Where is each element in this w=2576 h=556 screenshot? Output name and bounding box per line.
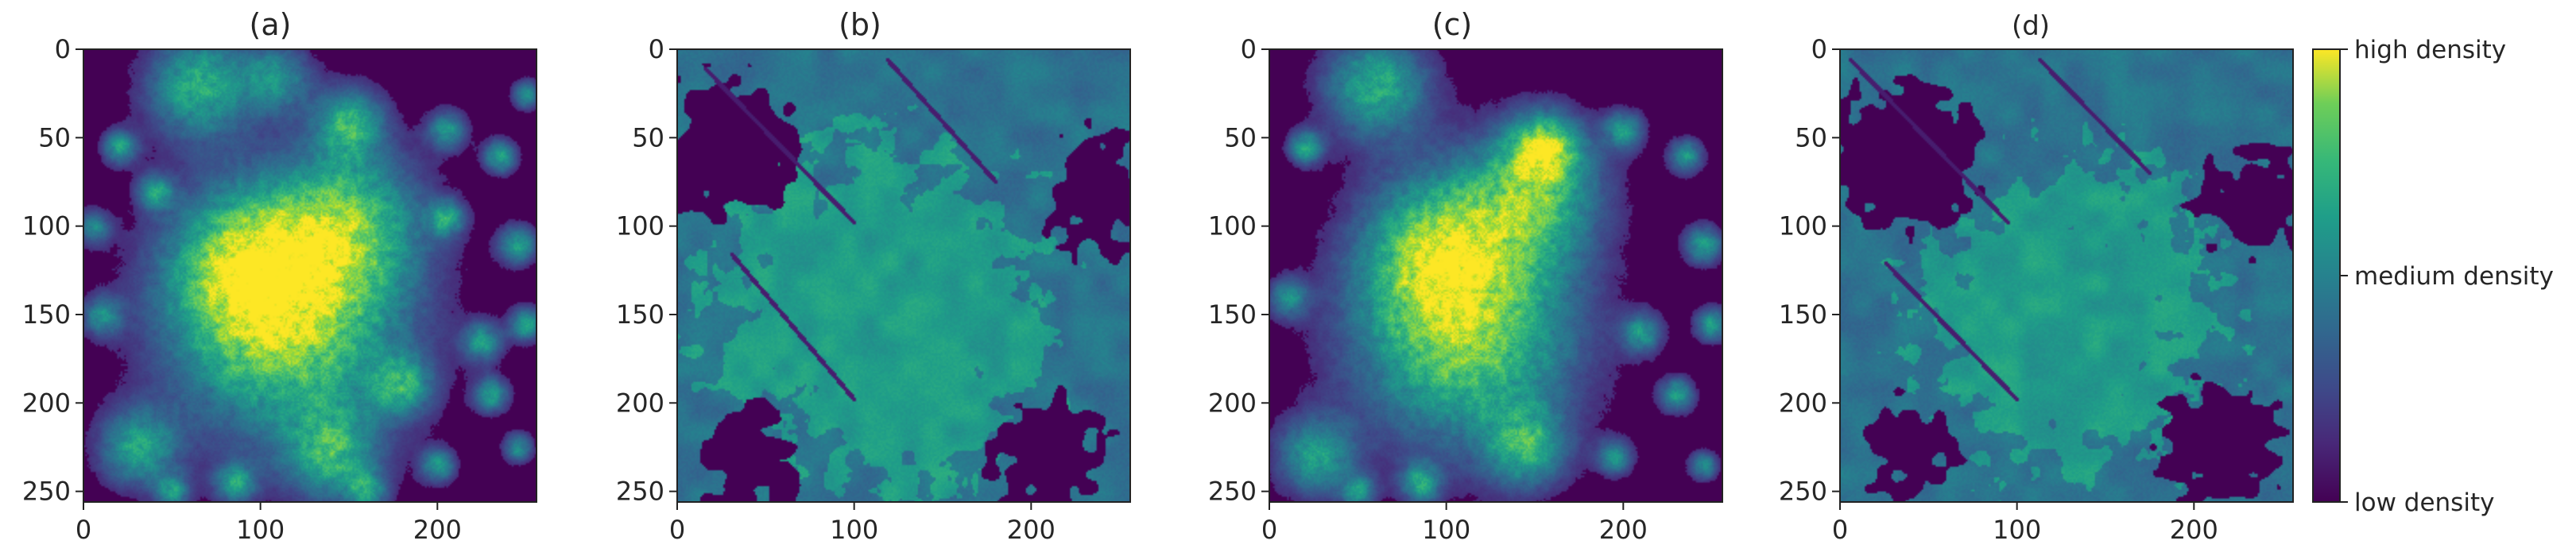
panel-c-title: (c) — [1432, 7, 1473, 42]
y-tick-label: 0 — [55, 34, 71, 64]
panel-c-xticks: 0 100 200 — [1261, 502, 1648, 545]
panel-d-title: (d) — [2012, 10, 2050, 42]
colorbar: high density medium density low density — [2312, 36, 2554, 517]
y-tick-label: 200 — [1779, 388, 1827, 418]
panel-d-xticks: 0 100 200 — [1832, 502, 2218, 545]
panel-c-heatmap — [1269, 49, 1722, 502]
x-tick-label: 200 — [1599, 515, 1648, 545]
colorbar-tick-label: high density — [2354, 36, 2506, 64]
y-tick-label: 100 — [22, 211, 71, 241]
panel-b: (b) 0 100 200 0 50 100 150 200 250 — [616, 7, 1131, 545]
y-tick-label: 50 — [632, 122, 664, 153]
colorbar-tick-label: medium density — [2354, 262, 2554, 291]
x-tick-label: 0 — [1832, 515, 1848, 545]
panel-d-frame — [1839, 48, 2294, 503]
panel-a-title: (a) — [250, 7, 292, 42]
y-tick-label: 150 — [1208, 299, 1257, 330]
x-tick-label: 100 — [830, 515, 878, 545]
panel-c: (c) 0 100 200 0 50 100 150 200 250 — [1208, 7, 1723, 545]
x-tick-label: 200 — [2170, 515, 2218, 545]
panel-a-yticks: 0 50 100 150 200 250 — [22, 34, 83, 507]
x-tick-label: 100 — [1993, 515, 2041, 545]
y-tick-label: 200 — [616, 388, 664, 418]
panel-a-frame — [83, 48, 537, 503]
panel-b-title: (b) — [839, 7, 881, 42]
panel-b-yticks: 0 50 100 150 200 250 — [616, 34, 677, 507]
y-tick-label: 0 — [1811, 34, 1827, 64]
y-tick-label: 100 — [1779, 211, 1827, 241]
y-tick-label: 250 — [616, 477, 664, 507]
x-tick-label: 100 — [236, 515, 285, 545]
y-tick-label: 250 — [22, 477, 71, 507]
y-tick-label: 100 — [616, 211, 664, 241]
y-tick-label: 250 — [1208, 477, 1257, 507]
panel-b-xticks: 0 100 200 — [669, 502, 1056, 545]
panel-b-heatmap — [677, 49, 1130, 502]
panel-a: (a) 0 100 200 0 50 100 150 200 250 — [22, 7, 537, 545]
y-tick-label: 150 — [1779, 299, 1827, 330]
x-tick-label: 200 — [1007, 515, 1056, 545]
x-tick-label: 0 — [76, 515, 91, 545]
panel-a-heatmap — [83, 49, 537, 502]
x-tick-label: 0 — [669, 515, 685, 545]
x-tick-label: 0 — [1261, 515, 1277, 545]
y-tick-label: 50 — [38, 122, 71, 153]
panel-c-yticks: 0 50 100 150 200 250 — [1208, 34, 1269, 507]
y-tick-label: 0 — [1241, 34, 1257, 64]
colorbar-gradient — [2312, 48, 2341, 503]
y-tick-label: 200 — [22, 388, 71, 418]
y-tick-label: 200 — [1208, 388, 1257, 418]
y-tick-label: 0 — [649, 34, 664, 64]
panel-d-heatmap — [1840, 49, 2293, 502]
y-tick-label: 50 — [1224, 122, 1257, 153]
x-tick-label: 100 — [1422, 515, 1470, 545]
x-tick-label: 200 — [413, 515, 462, 545]
y-tick-label: 150 — [616, 299, 664, 330]
y-tick-label: 150 — [22, 299, 71, 330]
y-tick-label: 250 — [1779, 477, 1827, 507]
colorbar-ticks: high density medium density low density — [2340, 36, 2554, 517]
panel-d: (d) 0 100 200 0 50 100 150 200 250 — [1779, 10, 2294, 545]
panel-c-frame — [1269, 48, 1723, 503]
y-tick-label: 50 — [1795, 122, 1827, 153]
panel-b-frame — [676, 48, 1131, 503]
y-tick-label: 100 — [1208, 211, 1257, 241]
panel-a-xticks: 0 100 200 — [76, 502, 462, 545]
panel-d-yticks: 0 50 100 150 200 250 — [1779, 34, 1840, 507]
colorbar-tick-label: low density — [2354, 488, 2494, 517]
